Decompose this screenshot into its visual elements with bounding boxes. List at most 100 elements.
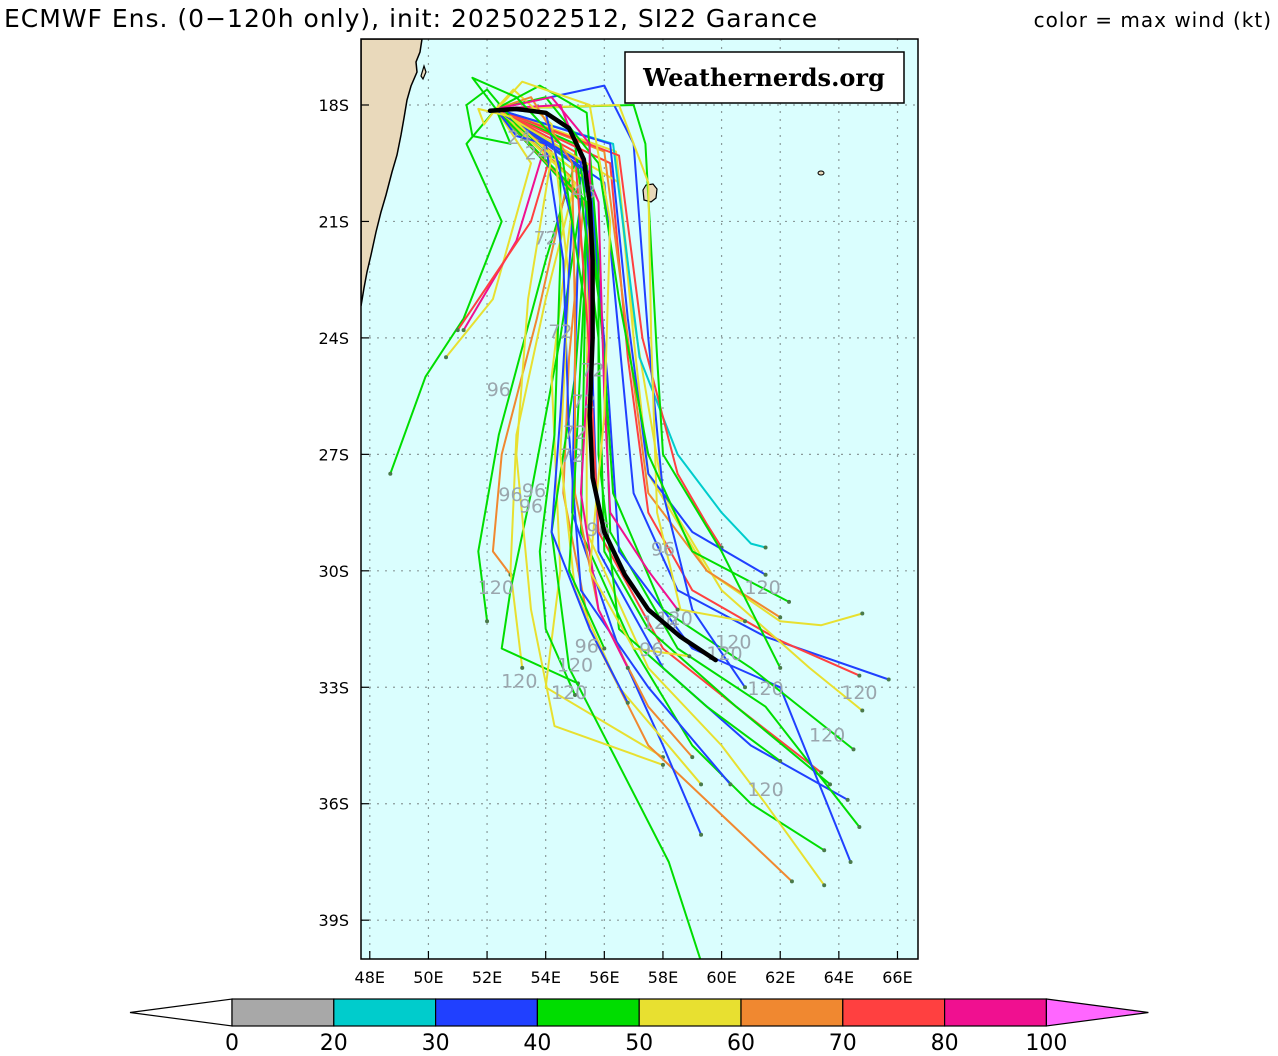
forecast-hour-label: 48 (572, 181, 596, 203)
track-endpoint (675, 607, 680, 612)
ensemble-track (495, 107, 781, 619)
track-endpoint (728, 782, 733, 787)
lon-label: 48E (355, 968, 385, 987)
colorbar-segment (435, 998, 539, 1027)
forecast-hour-label: 120 (841, 682, 877, 704)
lat-label: 21S (318, 212, 349, 231)
latitude-labels: 18S 21S 24S 27S 30S 33S 36S 39S (318, 96, 349, 930)
wind-colorbar: 0 20 30 40 50 60 70 80 100 (129, 998, 1149, 1056)
colorbar-label: 20 (320, 1031, 348, 1056)
colorbar-label: 50 (625, 1031, 653, 1056)
track-endpoint (848, 859, 853, 864)
track-endpoint (851, 747, 856, 752)
lon-label: 50E (413, 968, 443, 987)
colorbar-segment (638, 998, 742, 1027)
track-endpoint (743, 685, 748, 690)
forecast-hour-label: 120 (744, 577, 780, 599)
lon-label: 52E (472, 968, 502, 987)
forecast-hour-label: 96 (498, 484, 522, 506)
track-endpoint (857, 825, 862, 830)
colorbar-segment (740, 998, 844, 1027)
forecast-hour-label: 120 (557, 655, 593, 677)
forecast-hour-label: 120 (809, 725, 845, 747)
lon-label: 60E (706, 968, 736, 987)
forecast-hour-label: 96 (575, 635, 599, 657)
ensemble-track (495, 96, 629, 669)
lon-label: 64E (824, 968, 854, 987)
forecast-hour-label: 96 (522, 480, 546, 502)
track-endpoint (461, 328, 466, 333)
colorbar-label: 70 (829, 1031, 857, 1056)
chart-title: ECMWF Ens. (0−120h only), init: 20250225… (4, 4, 819, 33)
ensemble-mean-track (487, 106, 718, 663)
colorbar-segment (536, 998, 640, 1027)
forecast-hour-label: 24 (525, 142, 549, 164)
longitude-labels: 48E 50E 52E 54E 56E 58E 60E 62E 64E 66E (355, 968, 913, 987)
track-endpoint (660, 762, 665, 767)
map-frame (360, 38, 919, 960)
track-endpoint (602, 646, 607, 651)
lat-label: 39S (318, 911, 349, 930)
track-endpoint (778, 615, 783, 620)
forecast-hour-label: 72 (548, 321, 572, 343)
ensemble-track (495, 108, 582, 685)
track-endpoint (819, 770, 824, 775)
rodrigues-island (817, 170, 825, 176)
track-endpoint (485, 619, 490, 624)
track-endpoint (625, 700, 630, 705)
colorbar-high-arrow (1045, 998, 1149, 1027)
colorbar-label: 0 (225, 1031, 239, 1056)
lat-label: 24S (318, 329, 349, 348)
track-endpoint (625, 665, 630, 670)
ensemble-track (495, 104, 782, 669)
track-endpoint (787, 599, 792, 604)
track-endpoint (699, 832, 704, 837)
forecast-hour-label: 96 (487, 379, 511, 401)
ensemble-track (471, 76, 606, 649)
lon-label: 62E (765, 968, 795, 987)
lon-label: 56E (589, 968, 619, 987)
lat-label: 30S (318, 562, 349, 581)
forecast-hour-label: 120 (747, 678, 783, 700)
track-endpoint (778, 759, 783, 764)
forecast-hour-label: 72 (534, 228, 558, 250)
forecast-hour-label: 96 (519, 496, 543, 518)
ensemble-track (445, 108, 532, 358)
ensemble-tracks (388, 76, 891, 959)
track-endpoint (444, 355, 449, 360)
track-endpoint (845, 797, 850, 802)
track-endpoint (388, 471, 393, 476)
track-endpoint (828, 782, 833, 787)
lon-label: 58E (648, 968, 678, 987)
forecast-hour-label: 120 (551, 682, 587, 704)
forecast-hour-label: 72 (560, 445, 584, 467)
watermark-box: Weathernerds.org (624, 51, 905, 104)
forecast-hour-label: 120 (715, 631, 751, 653)
track-endpoint (573, 693, 578, 698)
axis-ticks (361, 104, 899, 959)
track-endpoint (520, 665, 525, 670)
colorbar-segment (842, 998, 946, 1027)
track-endpoint (699, 782, 704, 787)
forecast-hour-label: 72 (563, 422, 587, 444)
colorbar-label: 40 (523, 1031, 551, 1056)
forecast-hour-label: 120 (706, 643, 742, 665)
colorbar-segment (943, 998, 1047, 1027)
forecast-hour-label: 120 (501, 670, 537, 692)
track-endpoint (687, 654, 692, 659)
lat-label: 33S (318, 678, 349, 697)
ensemble-track (389, 108, 503, 475)
track-endpoint (690, 755, 695, 760)
ensemble-track (495, 96, 694, 758)
track-endpoint (763, 545, 768, 550)
track-endpoint (822, 848, 827, 853)
forecast-hour-label: 120 (747, 779, 783, 801)
colorbar-label: 80 (931, 1031, 959, 1056)
track-endpoint (763, 572, 768, 577)
colorbar-label: 30 (422, 1031, 450, 1056)
ensemble-track (477, 107, 664, 766)
forecast-hour-label: 120 (478, 577, 514, 599)
ensemble-track (495, 96, 790, 603)
track-endpoint (789, 879, 794, 884)
